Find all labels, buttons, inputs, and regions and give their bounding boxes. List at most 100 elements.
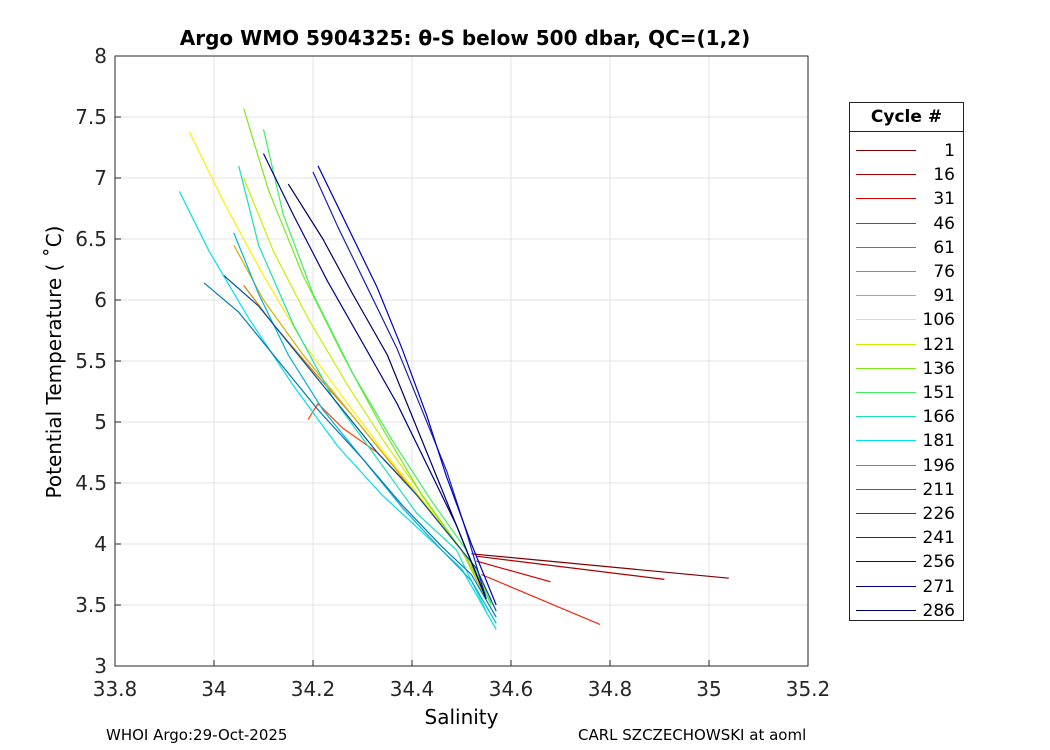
legend-swatch	[856, 537, 916, 539]
y-tick-label: 5	[94, 410, 107, 434]
legend-swatch	[856, 392, 916, 393]
legend-item: 46	[850, 212, 963, 236]
series-line-cycle-16	[476, 555, 665, 580]
legend-label: 256	[922, 552, 955, 573]
x-tick-label: 33.8	[93, 677, 138, 701]
legend-item: 106	[850, 308, 963, 332]
legend-label: 241	[922, 528, 955, 549]
legend-label: 121	[922, 334, 955, 355]
legend-label: 181	[922, 431, 955, 452]
y-tick-label: 3	[94, 654, 107, 678]
axis-ticks: 33.8 34 34.2 34.4 34.6 34.8 35 35.2 3 3.5 4 4.5 5 5.5…	[75, 44, 830, 701]
chart-title: Argo WMO 5904325: θ-S below 500 dbar, QC…	[179, 26, 751, 50]
legend-label: 91	[933, 286, 955, 307]
y-axis-label: Potential Temperature ( ˚C)	[42, 225, 66, 499]
legend-label: 166	[922, 407, 955, 428]
x-tick-label: 34	[201, 677, 226, 701]
legend-title: Cycle #	[850, 103, 963, 132]
legend-item: 196	[850, 454, 963, 478]
legend-item: 286	[850, 599, 963, 623]
legend-label: 16	[933, 165, 955, 186]
legend-swatch	[856, 561, 916, 563]
legend-item: 16	[850, 163, 963, 187]
footer-source: WHOI Argo:29-Oct-2025	[106, 726, 288, 744]
legend-swatch	[856, 246, 916, 248]
legend-item: 121	[850, 333, 963, 357]
footer-operator: CARL SZCZECHOWSKI at aoml	[578, 726, 807, 744]
series-line-cycle-151	[262, 129, 492, 606]
legend-swatch	[856, 367, 916, 369]
x-tick-label: 34.6	[489, 677, 534, 701]
legend-swatch	[856, 222, 916, 224]
series-line-cycle-211	[203, 282, 497, 618]
legend-label: 46	[933, 213, 955, 234]
legend-label: 226	[922, 504, 955, 524]
legend-label: 196	[922, 455, 955, 476]
y-tick-label: 3.5	[75, 593, 107, 617]
x-tick-label: 34.8	[588, 677, 633, 701]
series-line-cycle-136	[243, 108, 492, 603]
legend-item: 166	[850, 405, 963, 429]
legend-label: 271	[922, 576, 955, 597]
legend-swatch	[856, 609, 916, 611]
legend-swatch	[856, 513, 916, 514]
legend-item: 136	[850, 357, 963, 381]
legend-item: 271	[850, 575, 963, 599]
legend-swatch	[856, 271, 916, 272]
legend-swatch	[856, 585, 916, 587]
legend-item: 226	[850, 502, 963, 526]
legend-item: 1	[850, 139, 963, 163]
series-line-cycle-286	[287, 183, 487, 600]
y-tick-label: 7	[94, 166, 107, 190]
y-tick-label: 4.5	[75, 471, 107, 495]
series-line-cycle-256	[317, 165, 497, 606]
legend-label: 76	[933, 262, 955, 282]
legend-swatch	[856, 295, 916, 297]
x-tick-label: 35	[696, 677, 721, 701]
y-tick-label: 5.5	[75, 349, 107, 373]
legend-swatch	[856, 488, 916, 490]
legend-label: 31	[933, 189, 955, 210]
legend-item: 211	[850, 478, 963, 502]
series-line-cycle-31	[476, 560, 551, 583]
x-tick-label: 34.2	[291, 677, 336, 701]
y-tick-label: 4	[94, 532, 107, 556]
legend-label: 136	[922, 358, 955, 379]
legend-label: 61	[933, 237, 955, 258]
legend-swatch	[856, 319, 916, 321]
legend-swatch	[856, 416, 916, 418]
x-axis-label: Salinity	[424, 705, 499, 729]
legend-label: 1	[944, 141, 955, 161]
series-line-cycle-271	[262, 153, 482, 587]
legend-item: 256	[850, 550, 963, 574]
y-tick-label: 6	[94, 288, 107, 312]
legend-label: 211	[922, 479, 955, 500]
legend-swatch	[856, 440, 916, 442]
x-tick-label: 35.2	[786, 677, 831, 701]
legend-item: 181	[850, 429, 963, 453]
legend-item: 31	[850, 187, 963, 211]
legend-swatch	[856, 198, 916, 200]
legend-item: 151	[850, 381, 963, 405]
legend-swatch	[856, 150, 916, 151]
y-tick-label: 8	[94, 44, 107, 68]
y-tick-label: 6.5	[75, 227, 107, 251]
x-tick-label: 34.4	[390, 677, 435, 701]
legend-swatch	[856, 174, 916, 176]
legend-item: 61	[850, 236, 963, 260]
legend-item: 241	[850, 526, 963, 550]
legend-label: 106	[922, 310, 955, 331]
legend-item: 91	[850, 284, 963, 308]
series-line-cycle-1	[471, 553, 729, 579]
series-line-cycle-166	[238, 165, 487, 612]
legend-label: 151	[922, 383, 955, 403]
series-group	[178, 108, 729, 630]
y-tick-label: 7.5	[75, 105, 107, 129]
legend-item: 76	[850, 260, 963, 284]
legend-label: 286	[922, 600, 955, 621]
legend-swatch	[856, 464, 916, 466]
legend-swatch	[856, 343, 916, 345]
legend: Cycle # 1 16 31 46 61 76 91 106 121 136 151 166 181 1…	[849, 102, 964, 621]
series-line-cycle-226	[223, 275, 497, 612]
